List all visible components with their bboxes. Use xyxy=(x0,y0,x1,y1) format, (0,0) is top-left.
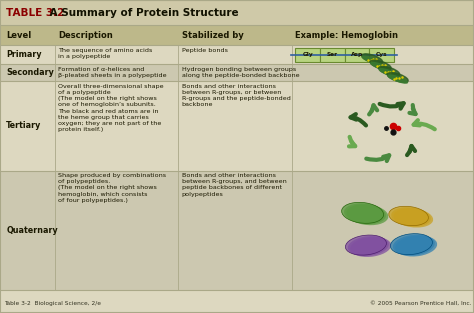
Text: Cys: Cys xyxy=(376,52,387,57)
Text: Primary: Primary xyxy=(6,50,42,59)
Ellipse shape xyxy=(391,234,432,254)
Ellipse shape xyxy=(388,75,408,83)
Ellipse shape xyxy=(348,236,389,256)
Ellipse shape xyxy=(393,235,435,255)
FancyBboxPatch shape xyxy=(0,25,474,45)
FancyBboxPatch shape xyxy=(0,171,474,290)
FancyBboxPatch shape xyxy=(369,48,394,62)
FancyBboxPatch shape xyxy=(295,48,320,62)
FancyBboxPatch shape xyxy=(345,48,369,62)
Ellipse shape xyxy=(362,56,382,64)
Ellipse shape xyxy=(362,54,383,64)
Text: Shape produced by combinations
of polypeptides.
(The model on the right shows
he: Shape produced by combinations of polype… xyxy=(58,173,166,203)
Ellipse shape xyxy=(346,204,388,225)
FancyBboxPatch shape xyxy=(0,45,474,64)
FancyBboxPatch shape xyxy=(0,64,474,81)
Text: Formation of α-helices and
β-pleated sheets in a polypeptide: Formation of α-helices and β-pleated she… xyxy=(58,67,167,78)
Text: The sequence of amino acids
in a polypeptide: The sequence of amino acids in a polypep… xyxy=(58,48,153,59)
Ellipse shape xyxy=(395,236,437,256)
Ellipse shape xyxy=(371,62,391,71)
Text: © 2005 Pearson Prentice Hall, Inc.: © 2005 Pearson Prentice Hall, Inc. xyxy=(370,301,472,306)
Ellipse shape xyxy=(379,66,400,76)
Text: Table 3-2  Biological Science, 2/e: Table 3-2 Biological Science, 2/e xyxy=(4,301,101,306)
Ellipse shape xyxy=(344,203,386,224)
Text: Ser: Ser xyxy=(327,52,338,57)
Ellipse shape xyxy=(346,235,386,255)
Ellipse shape xyxy=(342,203,383,223)
Text: A Summary of Protein Structure: A Summary of Protein Structure xyxy=(46,8,238,18)
Text: Overall three-dimensional shape
of a polypeptide
(The model on the right shows
o: Overall three-dimensional shape of a pol… xyxy=(58,84,164,132)
Ellipse shape xyxy=(387,73,408,82)
Text: Bonds and other interactions
between R-groups, or between
R-groups and the pepti: Bonds and other interactions between R-g… xyxy=(182,84,291,107)
Ellipse shape xyxy=(391,207,431,227)
Text: Asp: Asp xyxy=(351,52,363,57)
Text: Hydrogen bonding between groups
along the peptide-bonded backbone: Hydrogen bonding between groups along th… xyxy=(182,67,299,78)
Text: TABLE 3.2: TABLE 3.2 xyxy=(6,8,64,18)
Text: Peptide bonds: Peptide bonds xyxy=(182,48,228,53)
Ellipse shape xyxy=(393,208,433,228)
Text: Quaternary: Quaternary xyxy=(6,226,58,234)
Text: Gly: Gly xyxy=(302,52,313,57)
Text: Level: Level xyxy=(6,31,31,40)
Ellipse shape xyxy=(379,69,399,77)
Ellipse shape xyxy=(370,60,391,70)
FancyBboxPatch shape xyxy=(0,81,474,171)
Text: Description: Description xyxy=(58,31,113,40)
Ellipse shape xyxy=(389,206,428,226)
Text: Example: Hemoglobin: Example: Hemoglobin xyxy=(295,31,398,40)
Text: Secondary: Secondary xyxy=(6,68,54,77)
Text: Stabilized by: Stabilized by xyxy=(182,31,243,40)
Text: Bonds and other interactions
between R-groups, and between
peptide backbones of : Bonds and other interactions between R-g… xyxy=(182,173,286,197)
Text: Tertiary: Tertiary xyxy=(6,121,42,131)
FancyBboxPatch shape xyxy=(0,0,474,25)
Ellipse shape xyxy=(350,237,391,257)
FancyBboxPatch shape xyxy=(320,48,345,62)
